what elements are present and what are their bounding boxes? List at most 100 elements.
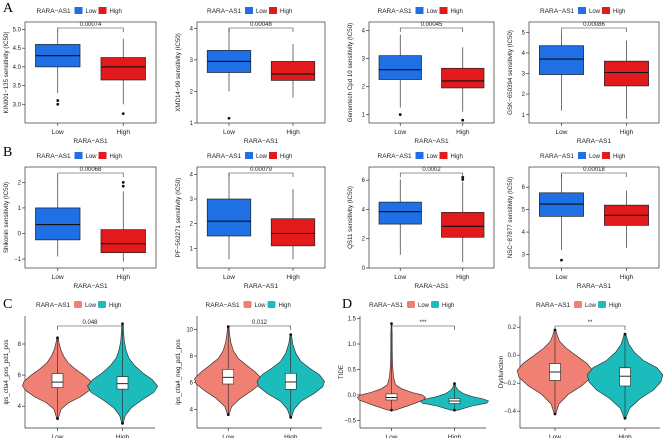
significance-bracket [561,172,627,177]
legend-key-low [578,152,586,159]
p-value-label: 0.00086 [583,22,605,28]
y-axis-label: QS11 sensitivity (IC50) [347,186,354,249]
x-tick-label-low: Low [394,129,406,136]
y-tick-label: 4 [362,207,366,213]
legend-label-low: Low [86,9,98,15]
y-axis-label: Dysfunction [498,355,505,388]
x-tick-label-high: High [620,274,634,281]
y-tick-label: 1 [190,121,194,127]
y-tick-label: 1 [190,246,194,252]
legend-key-high [602,152,610,159]
legend-label-low: Low [427,154,439,160]
subplot-2: RARA−AS1 Low High 1 2 3 4 XMD14−99 sensitivity … [175,7,326,145]
extreme-point-low [553,412,557,416]
subplot-12: RARA−AS1 Low High −0.4 −0.2 0.0 0.2 Dysfunction… [498,301,664,438]
outlier-point-high [121,184,125,188]
y-tick-label: 4 [522,230,526,236]
p-value-label: 0.048 [82,320,98,326]
significance-bracket [228,27,294,32]
legend-key-low [245,152,253,159]
y-tick-label: 3.5 [13,84,22,90]
box-high [270,61,316,81]
y-tick-label: 2 [362,85,366,91]
legend-title: RARA−AS1 [206,302,241,309]
y-tick-label: 1.5 [348,317,357,323]
legend-label-high: High [613,154,625,160]
y-tick-label: −0.2 [504,381,517,387]
y-tick-label: 2 [190,222,194,228]
x-tick-label-high: High [620,129,634,136]
x-tick-label-low: Low [556,274,568,281]
extreme-point-low [226,325,230,329]
axis-frame [368,21,495,124]
x-tick-label-low: Low [556,129,568,136]
p-value-label: 0.00079 [250,167,272,173]
x-axis-label: RARA−AS1 [414,283,449,290]
outlier-point-high [121,180,125,184]
inner-box-low [222,369,235,385]
legend-label-high: High [280,9,292,15]
inner-box-low [385,393,398,401]
legend-label-high: High [110,154,122,160]
y-tick-label: 6 [362,178,366,184]
y-tick-label: 4 [18,404,22,410]
y-tick-label: 3.0 [13,102,22,108]
y-tick-label: 5 [522,30,526,36]
y-tick-label: 4 [362,28,366,34]
x-tick-label-low: Low [549,434,561,438]
extreme-point-low [56,336,59,340]
subplot-9: RARA−AS1 Low High 4 6 8 ips_ctla4_pos_pd1_pos L… [3,301,158,438]
panel-label-b: B [3,145,13,160]
panel-label-c: C [3,297,13,312]
x-tick-label-high: High [117,274,131,281]
y-tick-label: 5.0 [13,27,22,33]
legend-key-low [74,301,82,308]
outlier-point-low [398,113,402,116]
legend-key-low [574,301,582,308]
x-tick-label-high: High [448,434,462,438]
legend-title: RARA−AS1 [37,153,72,160]
y-tick-label: 4 [190,407,194,413]
legend-label-low: Low [427,9,439,15]
extreme-point-high [121,322,124,326]
legend-label-high: High [280,154,292,160]
extreme-point-low [390,322,393,326]
y-tick-label: 0.0 [348,393,357,399]
legend-label-high: High [451,9,463,15]
legend-key-high [439,7,448,14]
y-tick-label: 5 [522,208,526,214]
outlier-point-high [461,178,465,181]
y-tick-label: −0.4 [504,409,517,415]
legend-title: RARA−AS1 [369,302,404,309]
legend-key-high [598,301,606,308]
significance-bracket [554,325,626,330]
legend-label-low: Low [589,154,601,160]
y-tick-label: 3 [522,253,526,259]
legend-title: RARA−AS1 [378,153,413,160]
y-tick-label: 10 [186,327,193,333]
legend-label-low: Low [418,303,430,309]
y-tick-label: 2 [190,89,194,95]
x-axis-label: RARA−AS1 [73,283,108,290]
x-tick-label-high: High [284,434,298,438]
legend-label-low: Low [589,9,601,15]
legend-label-low: Low [585,303,597,309]
subplot-7: RARA−AS1 Low High 0 2 4 6 QS11 sensitivity (IC5… [347,152,495,290]
box-high [441,67,485,89]
y-tick-label: 3 [522,72,526,78]
legend-title: RARA−AS1 [540,153,575,160]
box-high [100,57,146,81]
p-value-label: 0.00045 [421,22,443,28]
axis-frame [196,166,326,269]
significance-bracket [57,172,124,177]
outlier-point-high [461,175,465,179]
axis-frame [24,21,157,124]
y-tick-label: 0 [362,266,366,272]
inner-box-high [284,373,297,390]
y-tick-label: 2 [18,180,22,186]
y-axis-label: KIN001−135 sensitivity (IC50) [3,31,10,113]
y-tick-label: 4 [522,51,526,57]
y-tick-label: 8 [18,342,22,348]
legend-key-high [98,7,107,14]
p-value-label: ** [588,320,593,326]
